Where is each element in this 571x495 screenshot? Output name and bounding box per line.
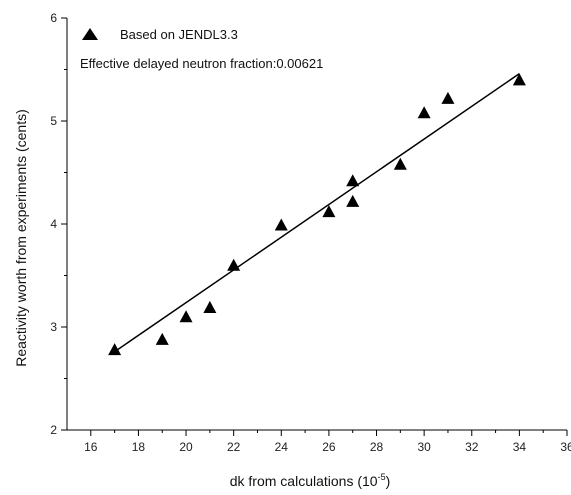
- y-tick-label: 2: [50, 423, 57, 437]
- annotation-delayed-neutron-fraction: Effective delayed neutron fraction:0.006…: [80, 56, 323, 71]
- y-tick-label: 5: [50, 114, 57, 128]
- x-axis-title-main: dk from calculations (10: [230, 473, 378, 489]
- data-point: [203, 300, 217, 313]
- x-tick-label: 24: [275, 440, 289, 454]
- y-tick-label: 6: [50, 11, 57, 25]
- x-tick-label: 30: [417, 440, 431, 454]
- y-axis-title: Reactivity worth from experiments (cents…: [13, 109, 29, 367]
- x-axis-title-exponent: -5: [378, 472, 386, 482]
- x-axis-title: dk from calculations (10-5): [230, 472, 391, 489]
- data-point: [322, 205, 336, 218]
- data-point: [108, 343, 122, 356]
- x-tick-label: 18: [132, 440, 146, 454]
- x-tick-label: 32: [465, 440, 479, 454]
- x-tick-label: 36: [560, 440, 571, 454]
- x-tick-label: 34: [513, 440, 527, 454]
- y-axis: 2 3 4 5 6: [50, 11, 67, 437]
- x-tick-label: 28: [370, 440, 384, 454]
- data-point: [441, 91, 455, 104]
- data-point: [417, 106, 431, 119]
- data-point: [512, 73, 526, 86]
- y-tick-label: 4: [50, 217, 57, 231]
- data-point: [274, 218, 288, 231]
- legend-marker-triangle: [82, 28, 98, 40]
- data-point: [227, 258, 241, 271]
- data-point: [155, 332, 169, 345]
- legend-label: Based on JENDL3.3: [120, 27, 238, 42]
- x-axis-title-suffix: ): [386, 473, 391, 489]
- x-tick-label: 16: [84, 440, 98, 454]
- fit-line: [114, 73, 520, 353]
- x-tick-label: 20: [179, 440, 193, 454]
- data-point: [346, 174, 360, 187]
- x-tick-label: 26: [322, 440, 336, 454]
- x-axis: 16 18 20 22 24 26 28 30 32 34 36: [84, 430, 571, 454]
- data-point: [393, 157, 407, 170]
- legend: Based on JENDL3.3: [82, 27, 238, 42]
- x-tick-label: 22: [227, 440, 241, 454]
- data-point: [346, 194, 360, 207]
- data-point: [179, 310, 193, 323]
- plot-area: [66, 18, 567, 431]
- y-tick-label: 3: [50, 320, 57, 334]
- data-points: [108, 73, 526, 356]
